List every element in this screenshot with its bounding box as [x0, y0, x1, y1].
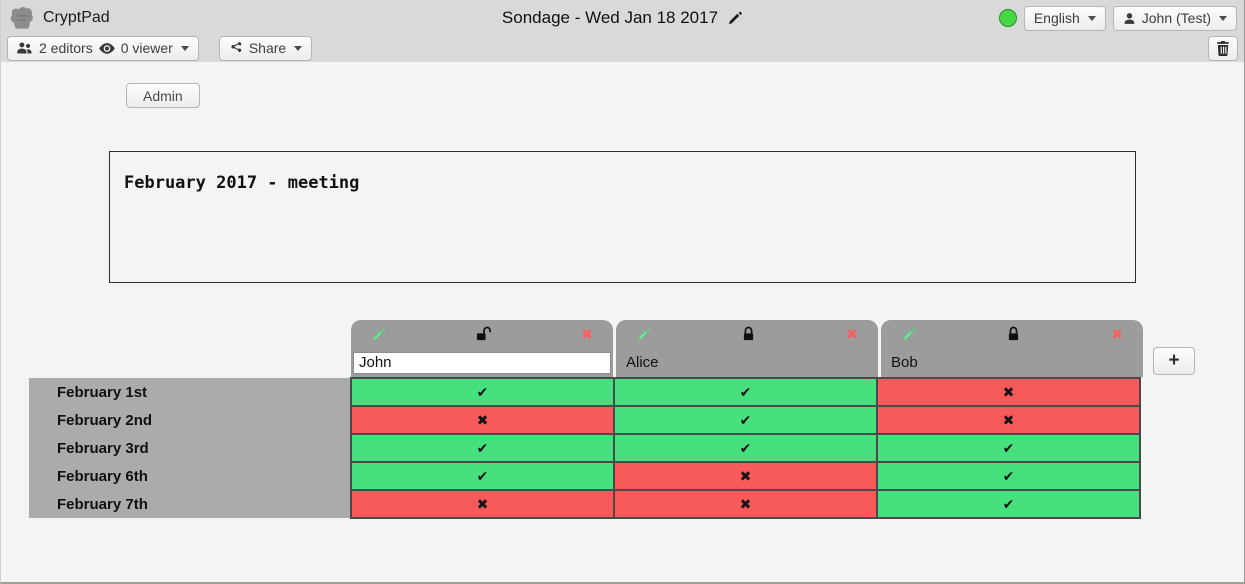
document-title[interactable]: Sondage - Wed Jan 18 2017 [501, 8, 719, 27]
share-label: Share [248, 40, 287, 56]
share-icon [229, 41, 243, 55]
lock-open-icon[interactable] [475, 326, 493, 342]
chevron-down-icon [180, 45, 189, 51]
chevron-down-icon [1219, 15, 1227, 21]
poll-column-tab: ✖ Alice [616, 320, 878, 377]
remove-column-icon[interactable]: ✖ [1111, 326, 1123, 342]
remove-column-icon[interactable]: ✖ [846, 326, 858, 342]
toolbar-row-main: CryptPad Sondage - Wed Jan 18 2017 Engli… [1, 0, 1244, 36]
vote-cell-yes[interactable]: ✔ [613, 433, 878, 463]
trash-button[interactable] [1208, 35, 1238, 61]
trash-icon [1216, 40, 1230, 56]
vote-cell-no[interactable]: ✖ [350, 489, 615, 519]
vote-cell-yes[interactable]: ✔ [350, 433, 615, 463]
column-tab-icons: ✖ [881, 320, 1143, 348]
poll-row: February 7th ✖ ✖ ✔ [29, 489, 1141, 519]
app-title: CryptPad [43, 9, 110, 26]
toolbar: CryptPad Sondage - Wed Jan 18 2017 Engli… [1, 0, 1244, 62]
vote-cell-yes[interactable]: ✔ [613, 377, 878, 407]
row-label: February 3rd [29, 434, 351, 462]
column-tab-icons: ✖ [351, 320, 613, 348]
admin-button[interactable]: Admin [126, 83, 200, 108]
poll-row: February 2nd ✖ ✔ ✖ [29, 405, 1141, 435]
column-name-input[interactable] [353, 351, 611, 374]
poll-row: February 6th ✔ ✖ ✔ [29, 461, 1141, 491]
vote-cell-no[interactable]: ✖ [613, 489, 878, 519]
toolbar-right-group: English John (Test) [998, 5, 1237, 31]
edit-column-icon[interactable] [636, 327, 651, 342]
user-icon [1123, 12, 1136, 25]
vote-cell-yes[interactable]: ✔ [876, 461, 1141, 491]
edit-column-icon[interactable] [371, 327, 386, 342]
users-icon [17, 41, 33, 55]
poll-grid-body: February 1st ✔ ✔ ✖ February 2nd ✖ ✔ ✖ February 3… [29, 377, 1141, 519]
eye-icon [98, 42, 115, 55]
lock-closed-icon[interactable] [1006, 326, 1021, 342]
row-label: February 2nd [29, 406, 351, 434]
column-name-cell [351, 348, 613, 377]
vote-cell-no[interactable]: ✖ [613, 461, 878, 491]
language-dropdown[interactable]: English [1023, 5, 1106, 31]
app-logo[interactable]: CryptPad [9, 5, 110, 31]
poll-column-tab: ✖ [351, 320, 613, 377]
column-name-label: Alice [626, 354, 659, 371]
vote-cell-yes[interactable]: ✔ [350, 377, 615, 407]
column-name-cell: Alice [616, 348, 878, 377]
poll-column-tab: ✖ Bob [881, 320, 1143, 377]
row-label: February 6th [29, 462, 351, 490]
user-label: John (Test) [1141, 10, 1211, 26]
column-tab-icons: ✖ [616, 320, 878, 348]
document-title-bar: Sondage - Wed Jan 18 2017 [1, 0, 1244, 36]
add-column-button[interactable]: + [1153, 347, 1195, 375]
row-label: February 1st [29, 378, 351, 406]
vote-cell-no[interactable]: ✖ [876, 377, 1141, 407]
lock-closed-icon[interactable] [741, 326, 756, 342]
cryptpad-fist-logo-icon [9, 5, 35, 31]
row-label: February 7th [29, 490, 351, 518]
vote-cell-no[interactable]: ✖ [876, 405, 1141, 435]
vote-cell-yes[interactable]: ✔ [613, 405, 878, 435]
edit-column-icon[interactable] [901, 327, 916, 342]
chevron-down-icon [1087, 15, 1096, 21]
editors-count-label: 2 editors [39, 40, 93, 56]
column-name-cell: Bob [881, 348, 1143, 377]
poll-description-box[interactable]: February 2017 - meeting [109, 151, 1136, 283]
editors-viewers-dropdown[interactable]: 2 editors 0 viewer [7, 35, 199, 61]
poll-grid: February 1st ✔ ✔ ✖ February 2nd ✖ ✔ ✖ February 3… [29, 377, 1141, 519]
remove-column-icon[interactable]: ✖ [581, 326, 593, 342]
poll-row: February 1st ✔ ✔ ✖ [29, 377, 1141, 407]
vote-cell-yes[interactable]: ✔ [876, 433, 1141, 463]
poll-table: ✖ ✖ Alice ✖ Bob + February 1st✔✔✖Februar… [29, 320, 1244, 519]
language-label: English [1033, 10, 1080, 26]
vote-cell-no[interactable]: ✖ [350, 405, 615, 435]
vote-cell-yes[interactable]: ✔ [350, 461, 615, 491]
vote-cell-yes[interactable]: ✔ [876, 489, 1141, 519]
poll-row: February 3rd ✔ ✔ ✔ [29, 433, 1141, 463]
user-menu-dropdown[interactable]: John (Test) [1112, 5, 1237, 31]
share-dropdown[interactable]: Share [218, 35, 313, 61]
column-name-label: Bob [891, 354, 918, 371]
viewers-count-label: 0 viewer [120, 40, 173, 56]
toolbar-row-secondary: 2 editors 0 viewer Share [1, 35, 1244, 62]
rename-pencil-icon[interactable] [727, 10, 743, 26]
connection-status-indicator [998, 9, 1017, 27]
chevron-down-icon [294, 45, 303, 51]
poll-column-tabs: ✖ ✖ Alice ✖ Bob + [351, 320, 1244, 377]
